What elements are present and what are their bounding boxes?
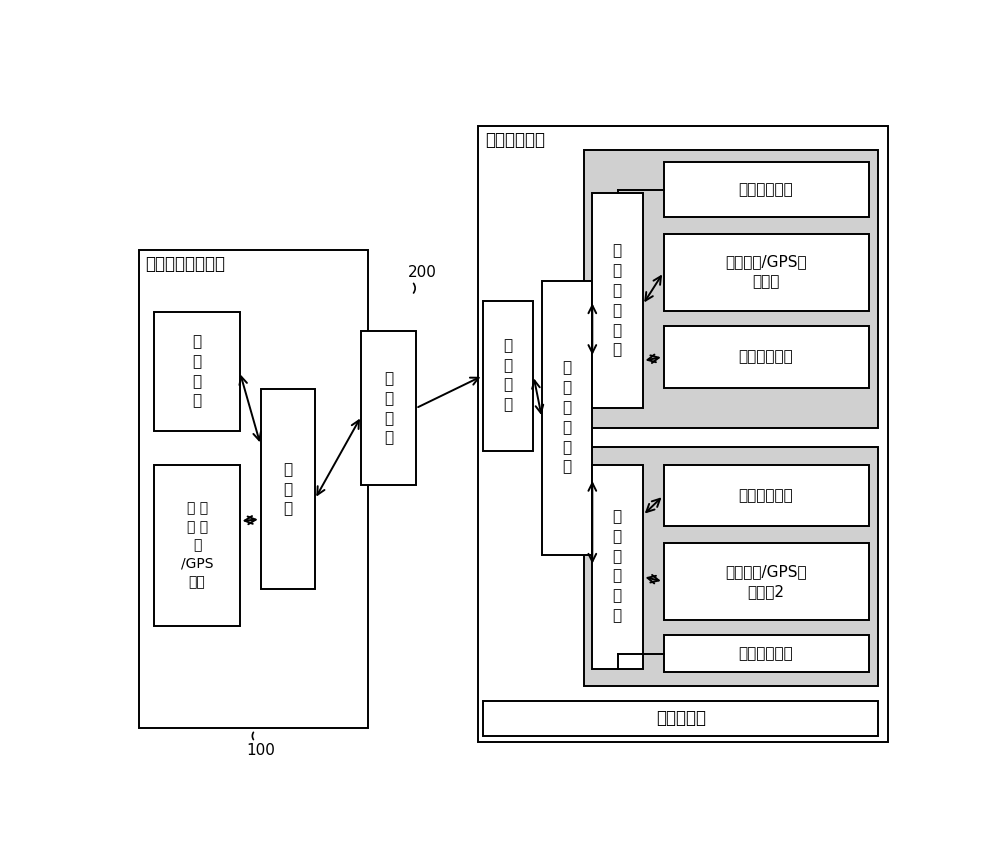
Bar [139,251,368,728]
Text: 天
通
天
线: 天 通 天 线 [193,334,202,409]
Bar [584,150,878,428]
Text: 主控制模块: 主控制模块 [656,709,706,727]
Text: 第
三
射
频
开
关: 第 三 射 频 开 关 [613,510,622,623]
Bar [592,464,643,668]
Text: 通信定位天线装置: 通信定位天线装置 [145,255,225,273]
Bar [584,447,878,686]
Bar [154,312,240,431]
Text: 天
线
接
口: 天 线 接 口 [503,338,512,412]
Text: 第二北斗/GPS定
位模块2: 第二北斗/GPS定 位模块2 [725,564,807,599]
Text: 双
工
器: 双 工 器 [283,462,292,516]
Text: 第
一
射
频
开
关: 第 一 射 频 开 关 [562,360,571,475]
Bar [664,326,869,387]
Bar [483,701,878,735]
Text: 通信定位设备: 通信定位设备 [485,130,545,148]
Text: 200: 200 [408,265,437,279]
Bar [592,193,643,408]
Bar [483,300,533,450]
Text: 第二控制模块: 第二控制模块 [739,647,793,661]
Bar [664,233,869,311]
Text: 天
线
接
口: 天 线 接 口 [384,372,393,445]
Bar [542,281,592,555]
Text: 第
二
射
频
开
关: 第 二 射 频 开 关 [613,244,622,358]
Bar [664,162,869,217]
Bar [261,389,315,589]
Bar [361,332,416,485]
Bar [664,635,869,673]
Bar [664,464,869,526]
Text: 100: 100 [246,744,275,759]
Bar [478,126,888,742]
Text: 铱星通信模块: 铱星通信模块 [739,349,793,365]
Text: 天通通信模块: 天通通信模块 [739,488,793,503]
Text: 第一北斗/GPS定
位模块: 第一北斗/GPS定 位模块 [725,254,807,289]
Text: 第一控制模块: 第一控制模块 [739,182,793,197]
Bar [664,543,869,620]
Bar [154,464,240,626]
Text: 铱 星
／ 北
斗
/GPS
天线: 铱 星 ／ 北 斗 /GPS 天线 [181,502,213,589]
